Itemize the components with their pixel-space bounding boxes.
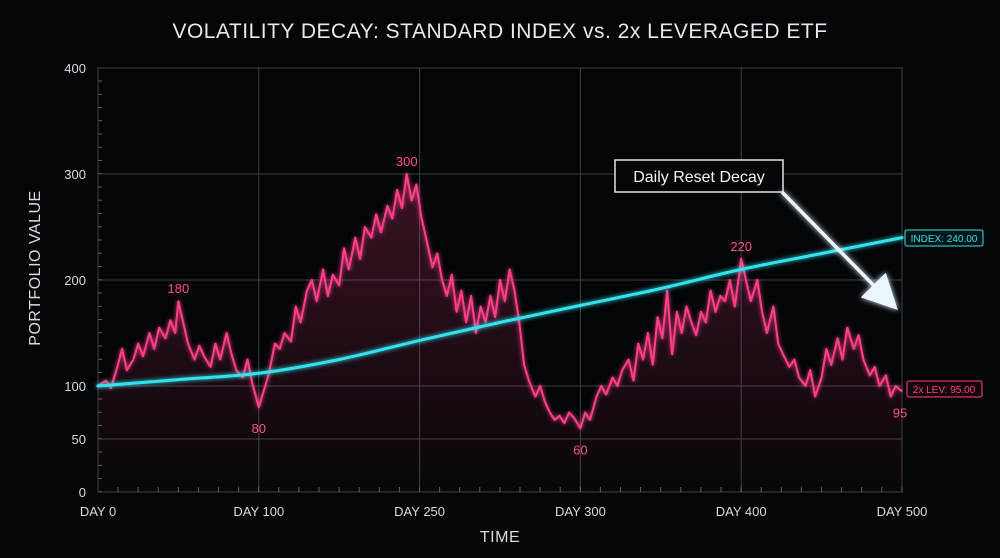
callout-text: Daily Reset Decay (633, 169, 765, 186)
x-tick-label: DAY 100 (233, 504, 284, 519)
index-end-label-text: INDEX: 240.00 (911, 234, 978, 245)
y-tick-label: 0 (79, 485, 86, 500)
leveraged-end-label-text: 2x LEV: 95.00 (913, 385, 976, 396)
y-tick-label: 400 (64, 61, 86, 76)
annotation-180: 180 (168, 281, 190, 296)
annotation-60: 60 (573, 442, 587, 457)
callout-arrow (780, 190, 898, 310)
index-series-line (96, 236, 904, 388)
y-tick-label: 100 (64, 379, 86, 394)
x-tick-label: DAY 300 (555, 504, 606, 519)
annotation-300: 300 (396, 154, 418, 169)
y-tick-label: 50 (72, 432, 86, 447)
leveraged-end-label: 2x LEV: 95.00 (906, 380, 983, 398)
x-tick-label: DAY 500 (877, 504, 928, 519)
annotation-80: 80 (252, 421, 266, 436)
leveraged-series-area (98, 174, 902, 492)
annotation-220: 220 (730, 239, 752, 254)
y-tick-label: 300 (64, 167, 86, 182)
x-axis-ticks: DAY 0 DAY 100 DAY 250 DAY 300 DAY 400 DAY 500 (80, 504, 928, 519)
y-axis-ticks: 0 50 100 200 300 400 (64, 61, 86, 500)
annotation-95: 95 (893, 405, 907, 420)
x-tick-label: DAY 0 (80, 504, 116, 519)
decay-callout: Daily Reset Decay (614, 159, 898, 310)
x-axis-title: TIME (480, 529, 520, 546)
chart-title: VOLATILITY DECAY: STANDARD INDEX vs. 2x … (172, 20, 828, 43)
x-tick-label: DAY 400 (716, 504, 767, 519)
callout-box (614, 159, 784, 193)
leveraged-series-line (97, 173, 903, 430)
x-tick-label: DAY 250 (394, 504, 445, 519)
y-tick-label: 200 (64, 273, 86, 288)
index-end-label: INDEX: 240.00 (904, 229, 984, 247)
peak-trough-annotations: 180 80 300 60 220 95 (168, 154, 908, 457)
y-axis-title: PORTFOLIO VALUE (27, 190, 44, 345)
